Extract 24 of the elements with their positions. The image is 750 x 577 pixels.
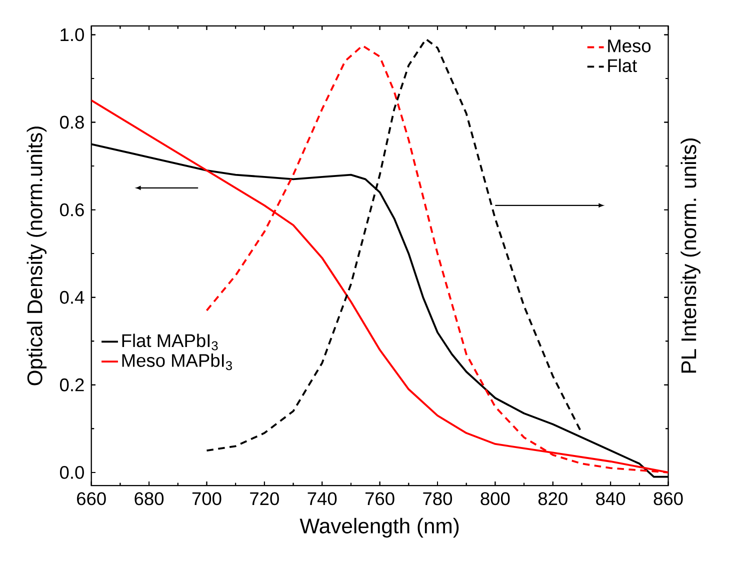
y-tick-label: 0.2: [60, 378, 84, 392]
x-tick-label: 820: [538, 492, 568, 506]
y2-axis-title: PL Intensity (norm. units): [680, 138, 700, 373]
x-tick-label: 800: [480, 492, 510, 506]
y-axis-title: Optical Density (norm.units): [26, 126, 47, 386]
x-tick-label: 720: [250, 492, 279, 506]
legend-label: Flat MAPbI$_{3}$: [122, 334, 218, 350]
x-tick-label: 840: [596, 492, 626, 506]
y-tick-label: 0.6: [60, 203, 84, 216]
y-tick-label: 0.8: [60, 116, 84, 129]
legend-label: Meso: [608, 40, 651, 52]
legend-label: Flat: [608, 58, 637, 72]
x-tick-label: 760: [366, 492, 394, 506]
x-tick-label: 660: [77, 492, 106, 506]
x-axis-title: Wavelength (nm): [300, 518, 459, 538]
y-tick-label: 0.4: [60, 290, 84, 304]
x-tick-label: 780: [423, 492, 452, 506]
legend-label: Meso MAPbI$_{3}$: [122, 354, 232, 370]
x-tick-label: 700: [192, 492, 222, 506]
x-tick-label: 680: [134, 492, 164, 506]
x-tick-label: 860: [654, 492, 683, 506]
x-tick-label: 740: [308, 492, 337, 506]
y-tick-label: 1.0: [60, 28, 84, 42]
y-tick-label: 0.0: [60, 466, 84, 479]
